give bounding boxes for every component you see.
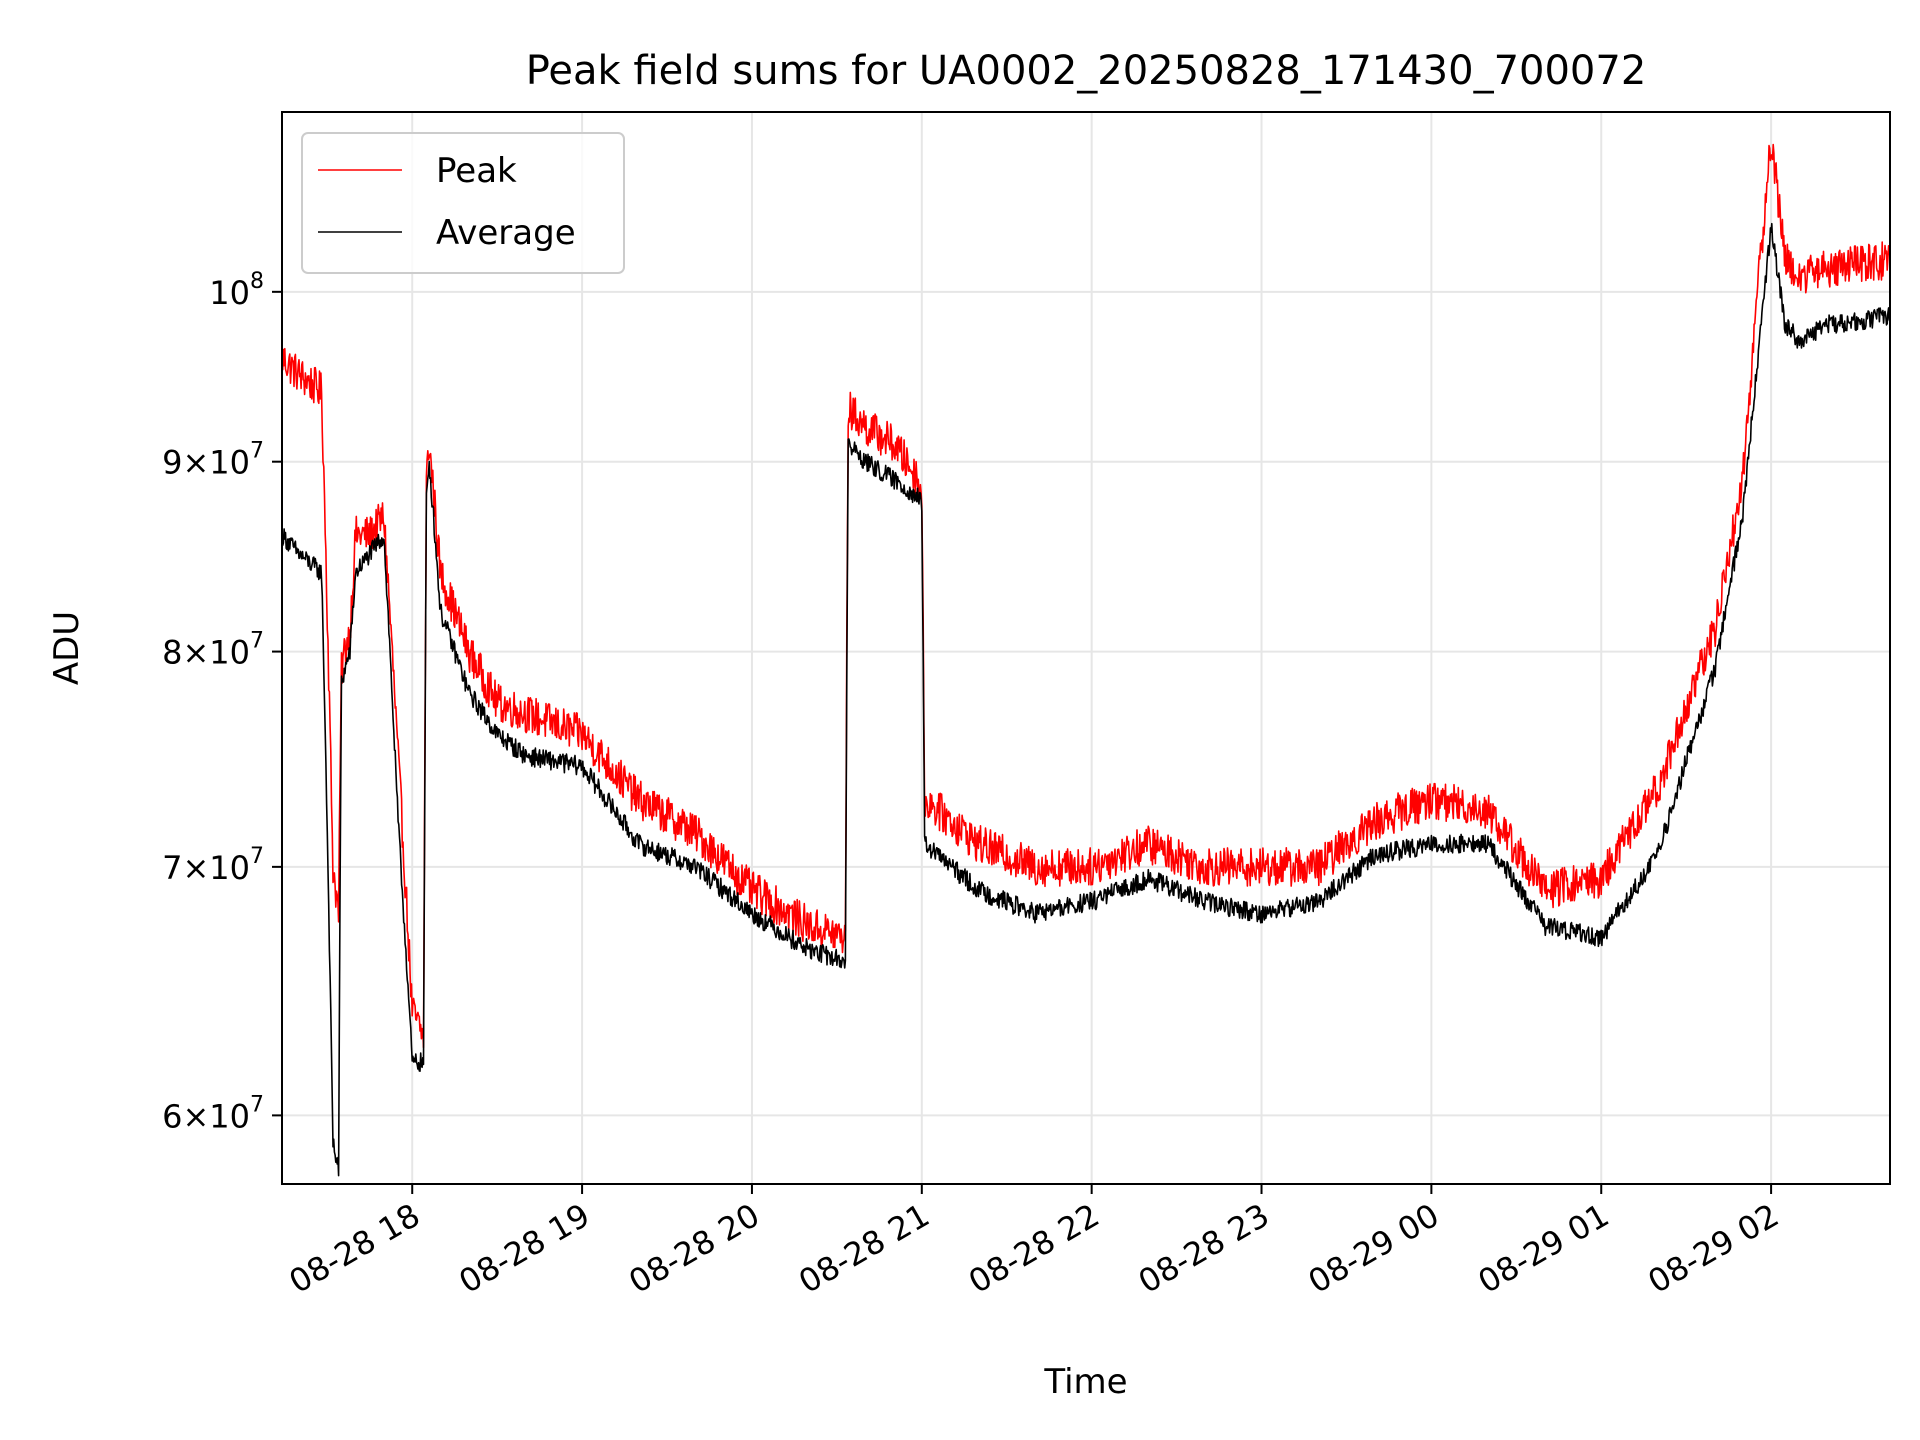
- y-tick-label: 6×107: [162, 1092, 264, 1135]
- series-layer: [281, 143, 1891, 1177]
- y-tick-label: 7×107: [162, 844, 264, 887]
- series-line-peak: [281, 143, 1891, 1049]
- y-tick-label: 8×107: [162, 629, 264, 672]
- y-tick-label: 9×107: [162, 439, 264, 482]
- y-axis-label: ADU: [47, 611, 87, 685]
- legend-box: [301, 132, 625, 274]
- legend-label-peak: Peak: [436, 151, 517, 191]
- legend-label-average: Average: [436, 213, 576, 253]
- grid: [282, 112, 1890, 1184]
- chart-title: Peak field sums for UA0002_20250828_1714…: [526, 48, 1647, 94]
- plot-frame: [281, 111, 1891, 1185]
- legend: Peak Average: [301, 132, 625, 274]
- x-axis-label: Time: [1043, 1362, 1127, 1402]
- series-line-average: [281, 222, 1891, 1177]
